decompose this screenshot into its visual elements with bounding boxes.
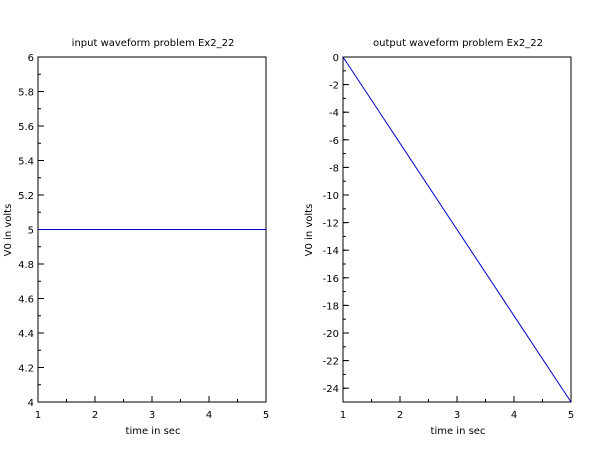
x-tick-label: 3 — [149, 410, 155, 421]
x-tick-label: 1 — [340, 410, 346, 421]
y-tick-label: -14 — [323, 246, 339, 257]
plot-title: output waveform problem Ex2_22 — [373, 38, 543, 49]
x-axis-label: time in sec — [126, 426, 181, 437]
x-tick-label: 5 — [568, 410, 574, 421]
x-tick-label: 2 — [92, 410, 98, 421]
input-waveform-plot: input waveform problem Ex2_22 time in se… — [3, 38, 269, 437]
x-tick-label: 3 — [454, 410, 460, 421]
x-tick-label: 1 — [35, 410, 41, 421]
y-tick-label: -12 — [323, 219, 339, 230]
plot-title: input waveform problem Ex2_22 — [72, 38, 235, 49]
x-tick-label: 4 — [206, 410, 212, 421]
y-tick-label: -18 — [323, 301, 339, 312]
y-tick-label: -2 — [329, 81, 339, 92]
x-axis-label: time in sec — [431, 426, 486, 437]
y-tick-label: 5.4 — [18, 157, 34, 168]
y-tick-label: -4 — [329, 108, 339, 119]
y-tick-label: 4.8 — [18, 260, 34, 271]
y-tick-label: -20 — [323, 329, 339, 340]
y-tick-label: 4 — [28, 398, 34, 409]
y-tick-label: 4.2 — [18, 364, 34, 375]
output-waveform-plot: output waveform problem Ex2_22 time in s… — [304, 38, 574, 437]
y-tick-label: 5.6 — [18, 122, 34, 133]
y-tick-label: 5 — [28, 226, 34, 237]
y-tick-label: 4.4 — [18, 329, 34, 340]
y-tick-label: 5.2 — [18, 191, 34, 202]
y-tick-label: 5.8 — [18, 88, 34, 99]
y-tick-label: -22 — [323, 357, 339, 368]
y-tick-label: -16 — [323, 274, 339, 285]
y-tick-label: -10 — [323, 191, 339, 202]
x-tick-label: 2 — [397, 410, 403, 421]
y-tick-label: -8 — [329, 163, 339, 174]
series-line — [342, 56, 572, 403]
y-tick-label: 0 — [333, 53, 339, 64]
y-tick-label: -24 — [323, 384, 339, 395]
x-tick-label: 4 — [511, 410, 517, 421]
x-tick-label: 5 — [263, 410, 269, 421]
y-tick-label: 6 — [28, 53, 34, 64]
y-tick-label: 4.6 — [18, 295, 34, 306]
y-axis-label: V0 in volts — [304, 204, 315, 257]
y-tick-label: -6 — [329, 136, 339, 147]
y-axis-label: V0 in volts — [3, 204, 14, 257]
